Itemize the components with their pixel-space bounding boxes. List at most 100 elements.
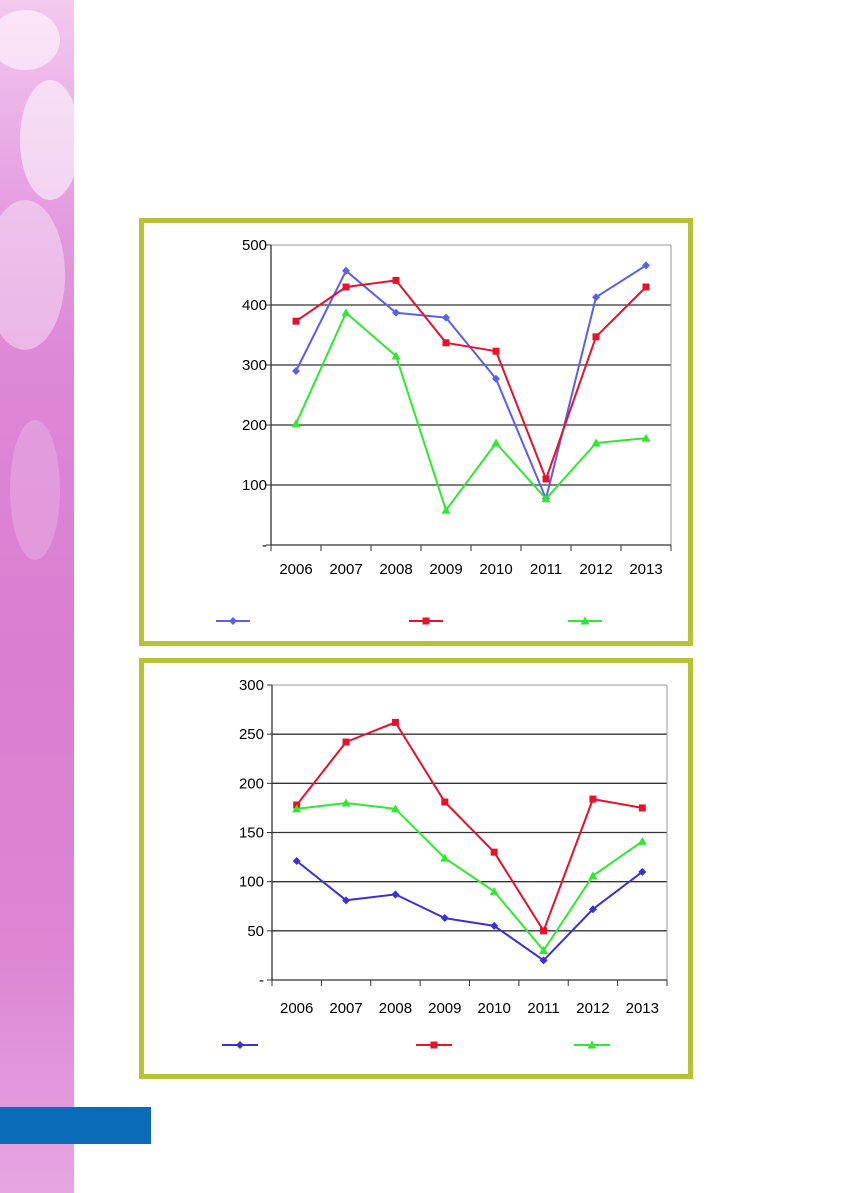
y-tick-label: 250 (239, 726, 264, 743)
data-point (638, 867, 647, 876)
y-tick-label: 150 (239, 825, 264, 842)
data-point (588, 905, 597, 914)
x-tick-label: 2012 (579, 561, 612, 578)
data-point (588, 871, 598, 880)
legend-item-1 (216, 617, 250, 625)
series-1 (292, 857, 647, 965)
data-point (490, 921, 499, 930)
data-point (540, 927, 548, 935)
x-tick-label: 2010 (479, 561, 512, 578)
data-point (642, 261, 650, 270)
data-point (341, 308, 351, 317)
data-point (342, 738, 350, 746)
series-line (295, 311, 647, 512)
legend-marker (229, 617, 237, 625)
data-point (391, 890, 400, 899)
y-tick-label: - (262, 537, 267, 554)
x-tick-label: 2007 (329, 561, 362, 578)
data-point (342, 266, 350, 275)
data-point (492, 374, 500, 383)
data-point (492, 347, 500, 355)
line-chart-1: - 100 200 300 400 500 2006 2007 2008 2009 2010 2011… (216, 237, 672, 625)
data-point (638, 804, 646, 812)
data-point (539, 946, 549, 954)
x-tick-label: 2006 (280, 1000, 313, 1017)
data-point (392, 308, 400, 317)
series-line (295, 279, 647, 480)
data-point (392, 276, 400, 284)
bottom-accent-bar (0, 1107, 151, 1144)
series-2 (293, 718, 646, 935)
data-point (491, 438, 501, 447)
series-line (295, 264, 647, 500)
data-point (442, 339, 450, 347)
data-point (541, 494, 551, 503)
y-tick-label: 200 (239, 775, 264, 792)
series-2 (292, 276, 650, 483)
data-point (292, 804, 302, 813)
y-tick-label: 300 (242, 357, 267, 374)
data-point (391, 351, 401, 360)
x-tick-label: 2011 (527, 1000, 559, 1017)
x-tick-label: 2012 (576, 1000, 609, 1017)
data-point (441, 505, 451, 514)
legend-marker (587, 1040, 597, 1049)
y-tick-label: - (259, 972, 264, 989)
data-point (292, 367, 300, 375)
x-tick-label: 2008 (379, 1000, 412, 1017)
y-tick-label: 200 (242, 417, 267, 434)
y-tick-label: 500 (242, 237, 267, 254)
data-point (342, 283, 350, 291)
x-tick-label: 2006 (279, 561, 312, 578)
legend-item-3 (574, 1040, 610, 1049)
data-point (589, 795, 597, 803)
data-point (440, 853, 450, 862)
data-point (292, 857, 301, 866)
data-point (390, 804, 400, 813)
data-point (442, 313, 450, 322)
series-3 (292, 798, 647, 954)
series-line (296, 860, 643, 962)
chart-panel-1: - 100 200 300 400 500 2006 2007 2008 2009 2010 2011… (139, 218, 693, 646)
x-tick-label: 2009 (429, 561, 462, 578)
data-point (441, 798, 449, 806)
y-tick-label: 100 (239, 874, 264, 891)
legend-marker (422, 617, 430, 625)
data-point (592, 293, 600, 302)
y-tick-label: 50 (247, 923, 264, 940)
series-line (295, 721, 643, 932)
legend-marker (580, 616, 590, 625)
data-point (291, 419, 301, 428)
legend-marker (430, 1041, 438, 1049)
data-point (490, 848, 498, 856)
y-tick-label: 400 (242, 297, 267, 314)
data-point (641, 433, 651, 442)
data-point (637, 836, 647, 845)
data-point (292, 317, 300, 325)
decorative-side-strip (0, 0, 74, 1193)
data-point (542, 475, 550, 483)
data-point (539, 956, 548, 965)
data-point (391, 718, 399, 726)
x-tick-label: 2010 (478, 1000, 511, 1017)
x-tick-label: 2009 (428, 1000, 461, 1017)
data-point (642, 283, 650, 291)
x-tick-label: 2007 (329, 1000, 362, 1017)
data-point (440, 914, 449, 923)
x-tick-label: 2011 (530, 561, 562, 578)
series-line (296, 802, 643, 952)
y-tick-label: 300 (239, 677, 264, 694)
series-3 (291, 308, 651, 514)
legend-item-3 (568, 616, 602, 625)
legend-item-2 (409, 617, 443, 625)
x-tick-label: 2013 (629, 561, 662, 578)
legend-item-2 (416, 1041, 452, 1049)
data-point (489, 887, 499, 895)
data-point (341, 798, 351, 807)
legend-item-1 (222, 1041, 258, 1049)
legend-marker (236, 1041, 244, 1049)
data-point (592, 333, 600, 341)
series-1 (292, 261, 650, 503)
data-point (342, 896, 351, 905)
data-point (591, 438, 601, 447)
